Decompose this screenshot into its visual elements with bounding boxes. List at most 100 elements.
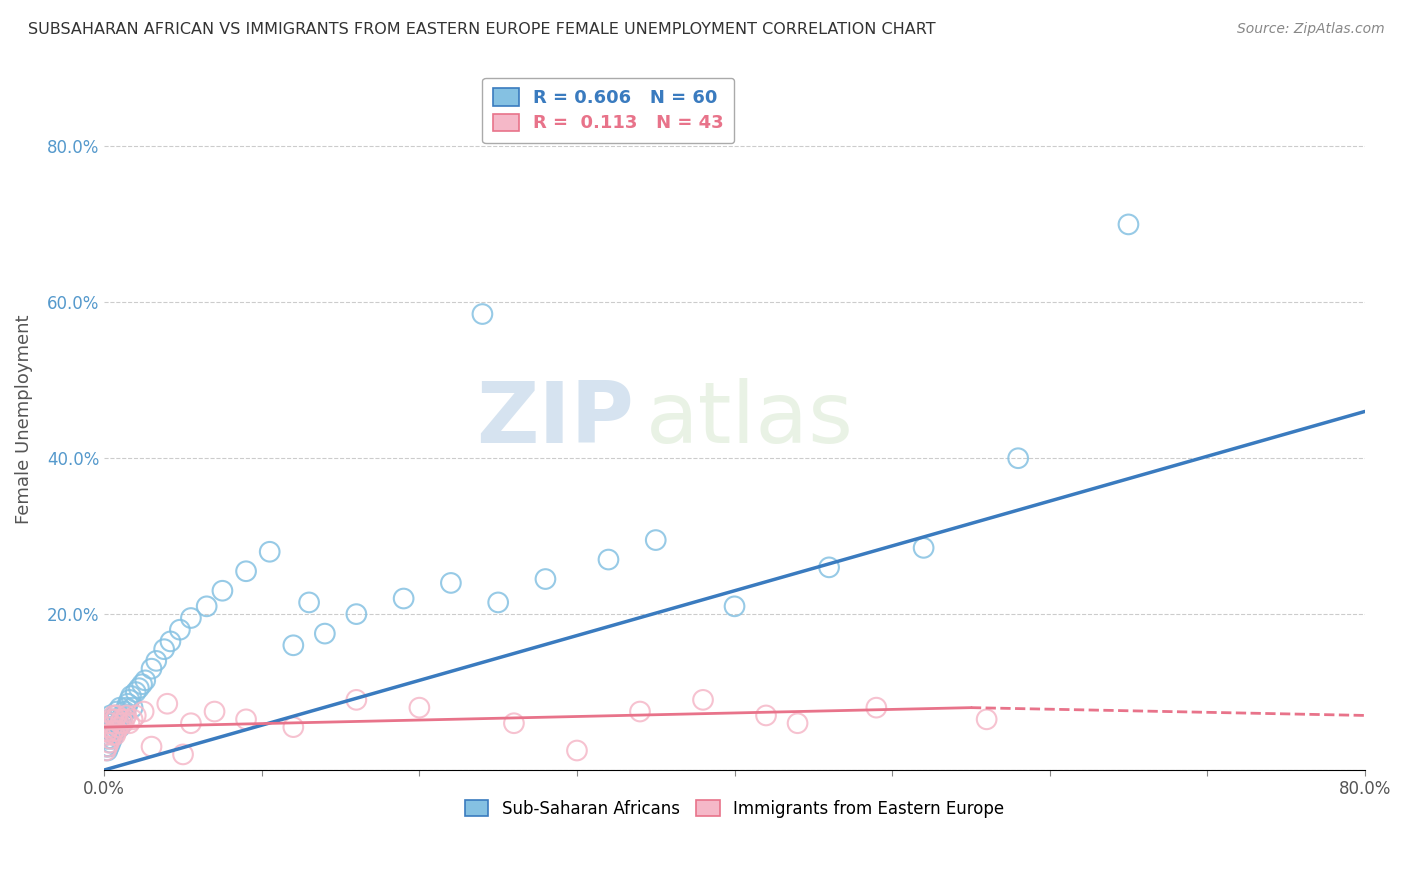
Point	[912, 541, 935, 555]
Point	[486, 595, 509, 609]
Y-axis label: Female Unemployment: Female Unemployment	[15, 315, 32, 524]
Point	[100, 716, 122, 731]
Point	[692, 693, 714, 707]
Point	[98, 720, 121, 734]
Point	[114, 705, 136, 719]
Point	[976, 712, 998, 726]
Point	[114, 712, 136, 726]
Point	[865, 700, 887, 714]
Point	[94, 728, 117, 742]
Point	[628, 705, 651, 719]
Point	[145, 654, 167, 668]
Point	[1007, 451, 1029, 466]
Point	[298, 595, 321, 609]
Point	[112, 708, 135, 723]
Point	[408, 700, 430, 714]
Point	[153, 642, 176, 657]
Point	[104, 708, 127, 723]
Point	[107, 720, 129, 734]
Point	[101, 712, 124, 726]
Point	[96, 739, 118, 754]
Point	[195, 599, 218, 614]
Point	[283, 720, 305, 734]
Point	[235, 564, 257, 578]
Point	[108, 700, 131, 714]
Point	[103, 724, 125, 739]
Text: atlas: atlas	[647, 377, 855, 461]
Point	[103, 712, 125, 726]
Point	[101, 716, 124, 731]
Point	[598, 552, 620, 566]
Point	[723, 599, 745, 614]
Text: SUBSAHARAN AFRICAN VS IMMIGRANTS FROM EASTERN EUROPE FEMALE UNEMPLOYMENT CORRELA: SUBSAHARAN AFRICAN VS IMMIGRANTS FROM EA…	[28, 22, 936, 37]
Point	[565, 743, 588, 757]
Point	[131, 677, 153, 691]
Point	[169, 623, 191, 637]
Point	[110, 712, 132, 726]
Point	[235, 712, 257, 726]
Text: Source: ZipAtlas.com: Source: ZipAtlas.com	[1237, 22, 1385, 37]
Point	[644, 533, 666, 547]
Point	[105, 724, 128, 739]
Point	[104, 712, 127, 726]
Point	[98, 712, 121, 726]
Point	[118, 693, 141, 707]
Point	[107, 716, 129, 731]
Point	[786, 716, 808, 731]
Point	[100, 736, 122, 750]
Point	[108, 716, 131, 731]
Point	[103, 728, 125, 742]
Point	[105, 720, 128, 734]
Point	[94, 743, 117, 757]
Point	[211, 583, 233, 598]
Point	[117, 697, 139, 711]
Point	[128, 681, 150, 695]
Point	[180, 611, 202, 625]
Point	[440, 576, 463, 591]
Point	[503, 716, 526, 731]
Point	[259, 545, 281, 559]
Point	[94, 739, 117, 754]
Point	[101, 728, 124, 742]
Point	[134, 673, 156, 688]
Point	[112, 716, 135, 731]
Point	[121, 712, 143, 726]
Point	[98, 739, 121, 754]
Point	[141, 662, 163, 676]
Point	[98, 736, 121, 750]
Point	[100, 731, 122, 746]
Point	[534, 572, 557, 586]
Point	[104, 724, 127, 739]
Point	[755, 708, 778, 723]
Point	[96, 743, 118, 757]
Point	[818, 560, 841, 574]
Point	[103, 708, 125, 723]
Text: ZIP: ZIP	[477, 377, 634, 461]
Point	[180, 716, 202, 731]
Point	[141, 739, 163, 754]
Point	[115, 700, 138, 714]
Point	[108, 720, 131, 734]
Legend: Sub-Saharan Africans, Immigrants from Eastern Europe: Sub-Saharan Africans, Immigrants from Ea…	[458, 794, 1011, 825]
Point	[100, 708, 122, 723]
Point	[110, 712, 132, 726]
Point	[344, 607, 367, 621]
Point	[101, 731, 124, 746]
Point	[344, 693, 367, 707]
Point	[156, 697, 179, 711]
Point	[125, 708, 148, 723]
Point	[96, 724, 118, 739]
Point	[132, 705, 155, 719]
Point	[172, 747, 194, 762]
Point	[105, 708, 128, 723]
Point	[98, 724, 121, 739]
Point	[105, 705, 128, 719]
Point	[118, 716, 141, 731]
Point	[96, 731, 118, 746]
Point	[1118, 218, 1140, 232]
Point	[100, 720, 122, 734]
Point	[115, 708, 138, 723]
Point	[125, 685, 148, 699]
Point	[392, 591, 415, 606]
Point	[471, 307, 494, 321]
